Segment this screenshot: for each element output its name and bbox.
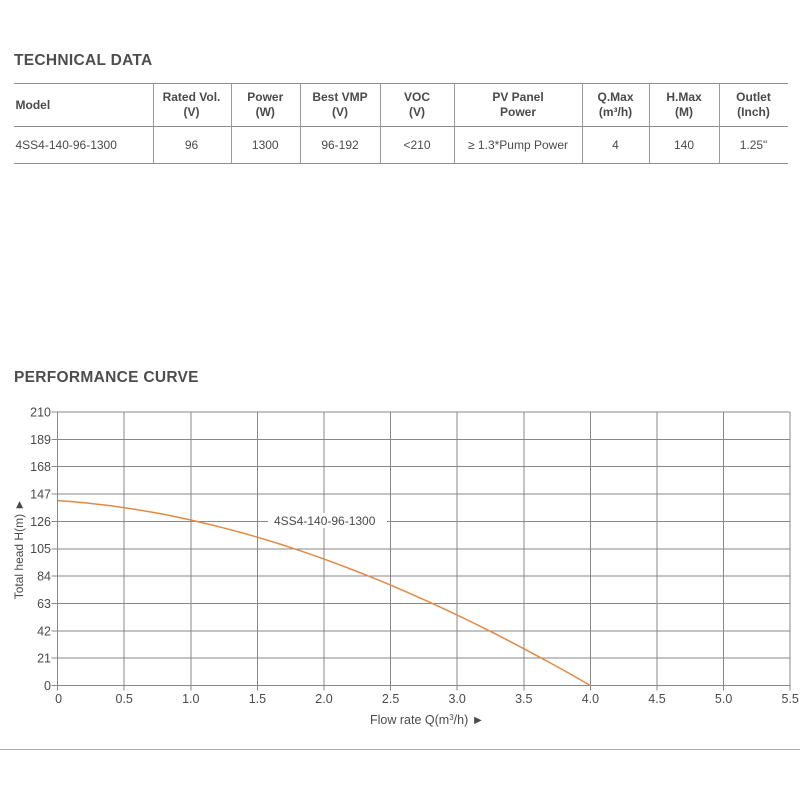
svg-text:4.5: 4.5 bbox=[648, 692, 665, 706]
svg-text:0: 0 bbox=[55, 692, 62, 706]
svg-text:Flow rate Q(m3/h) ►: Flow rate Q(m3/h) ► bbox=[370, 713, 484, 727]
svg-text:5.0: 5.0 bbox=[715, 692, 732, 706]
svg-text:3.0: 3.0 bbox=[449, 692, 466, 706]
svg-text:2.0: 2.0 bbox=[315, 692, 332, 706]
svg-text:4SS4-140-96-1300: 4SS4-140-96-1300 bbox=[274, 514, 376, 528]
svg-text:210: 210 bbox=[30, 406, 51, 420]
svg-text:63: 63 bbox=[37, 597, 51, 611]
svg-text:4.0: 4.0 bbox=[582, 692, 599, 706]
svg-text:21: 21 bbox=[37, 652, 51, 666]
svg-text:5.5: 5.5 bbox=[782, 692, 799, 706]
svg-text:168: 168 bbox=[30, 460, 51, 474]
svg-text:3.5: 3.5 bbox=[515, 692, 532, 706]
svg-text:2.5: 2.5 bbox=[382, 692, 399, 706]
svg-text:0.5: 0.5 bbox=[116, 692, 133, 706]
svg-text:1.5: 1.5 bbox=[249, 692, 266, 706]
svg-text:105: 105 bbox=[30, 542, 51, 556]
svg-text:189: 189 bbox=[30, 433, 51, 447]
svg-text:0: 0 bbox=[44, 679, 51, 693]
svg-text:1.0: 1.0 bbox=[182, 692, 199, 706]
svg-text:84: 84 bbox=[37, 570, 51, 584]
svg-text:Total head H(m) ►: Total head H(m) ► bbox=[12, 499, 26, 600]
svg-text:126: 126 bbox=[30, 515, 51, 529]
svg-text:42: 42 bbox=[37, 624, 51, 638]
svg-text:147: 147 bbox=[30, 488, 51, 502]
